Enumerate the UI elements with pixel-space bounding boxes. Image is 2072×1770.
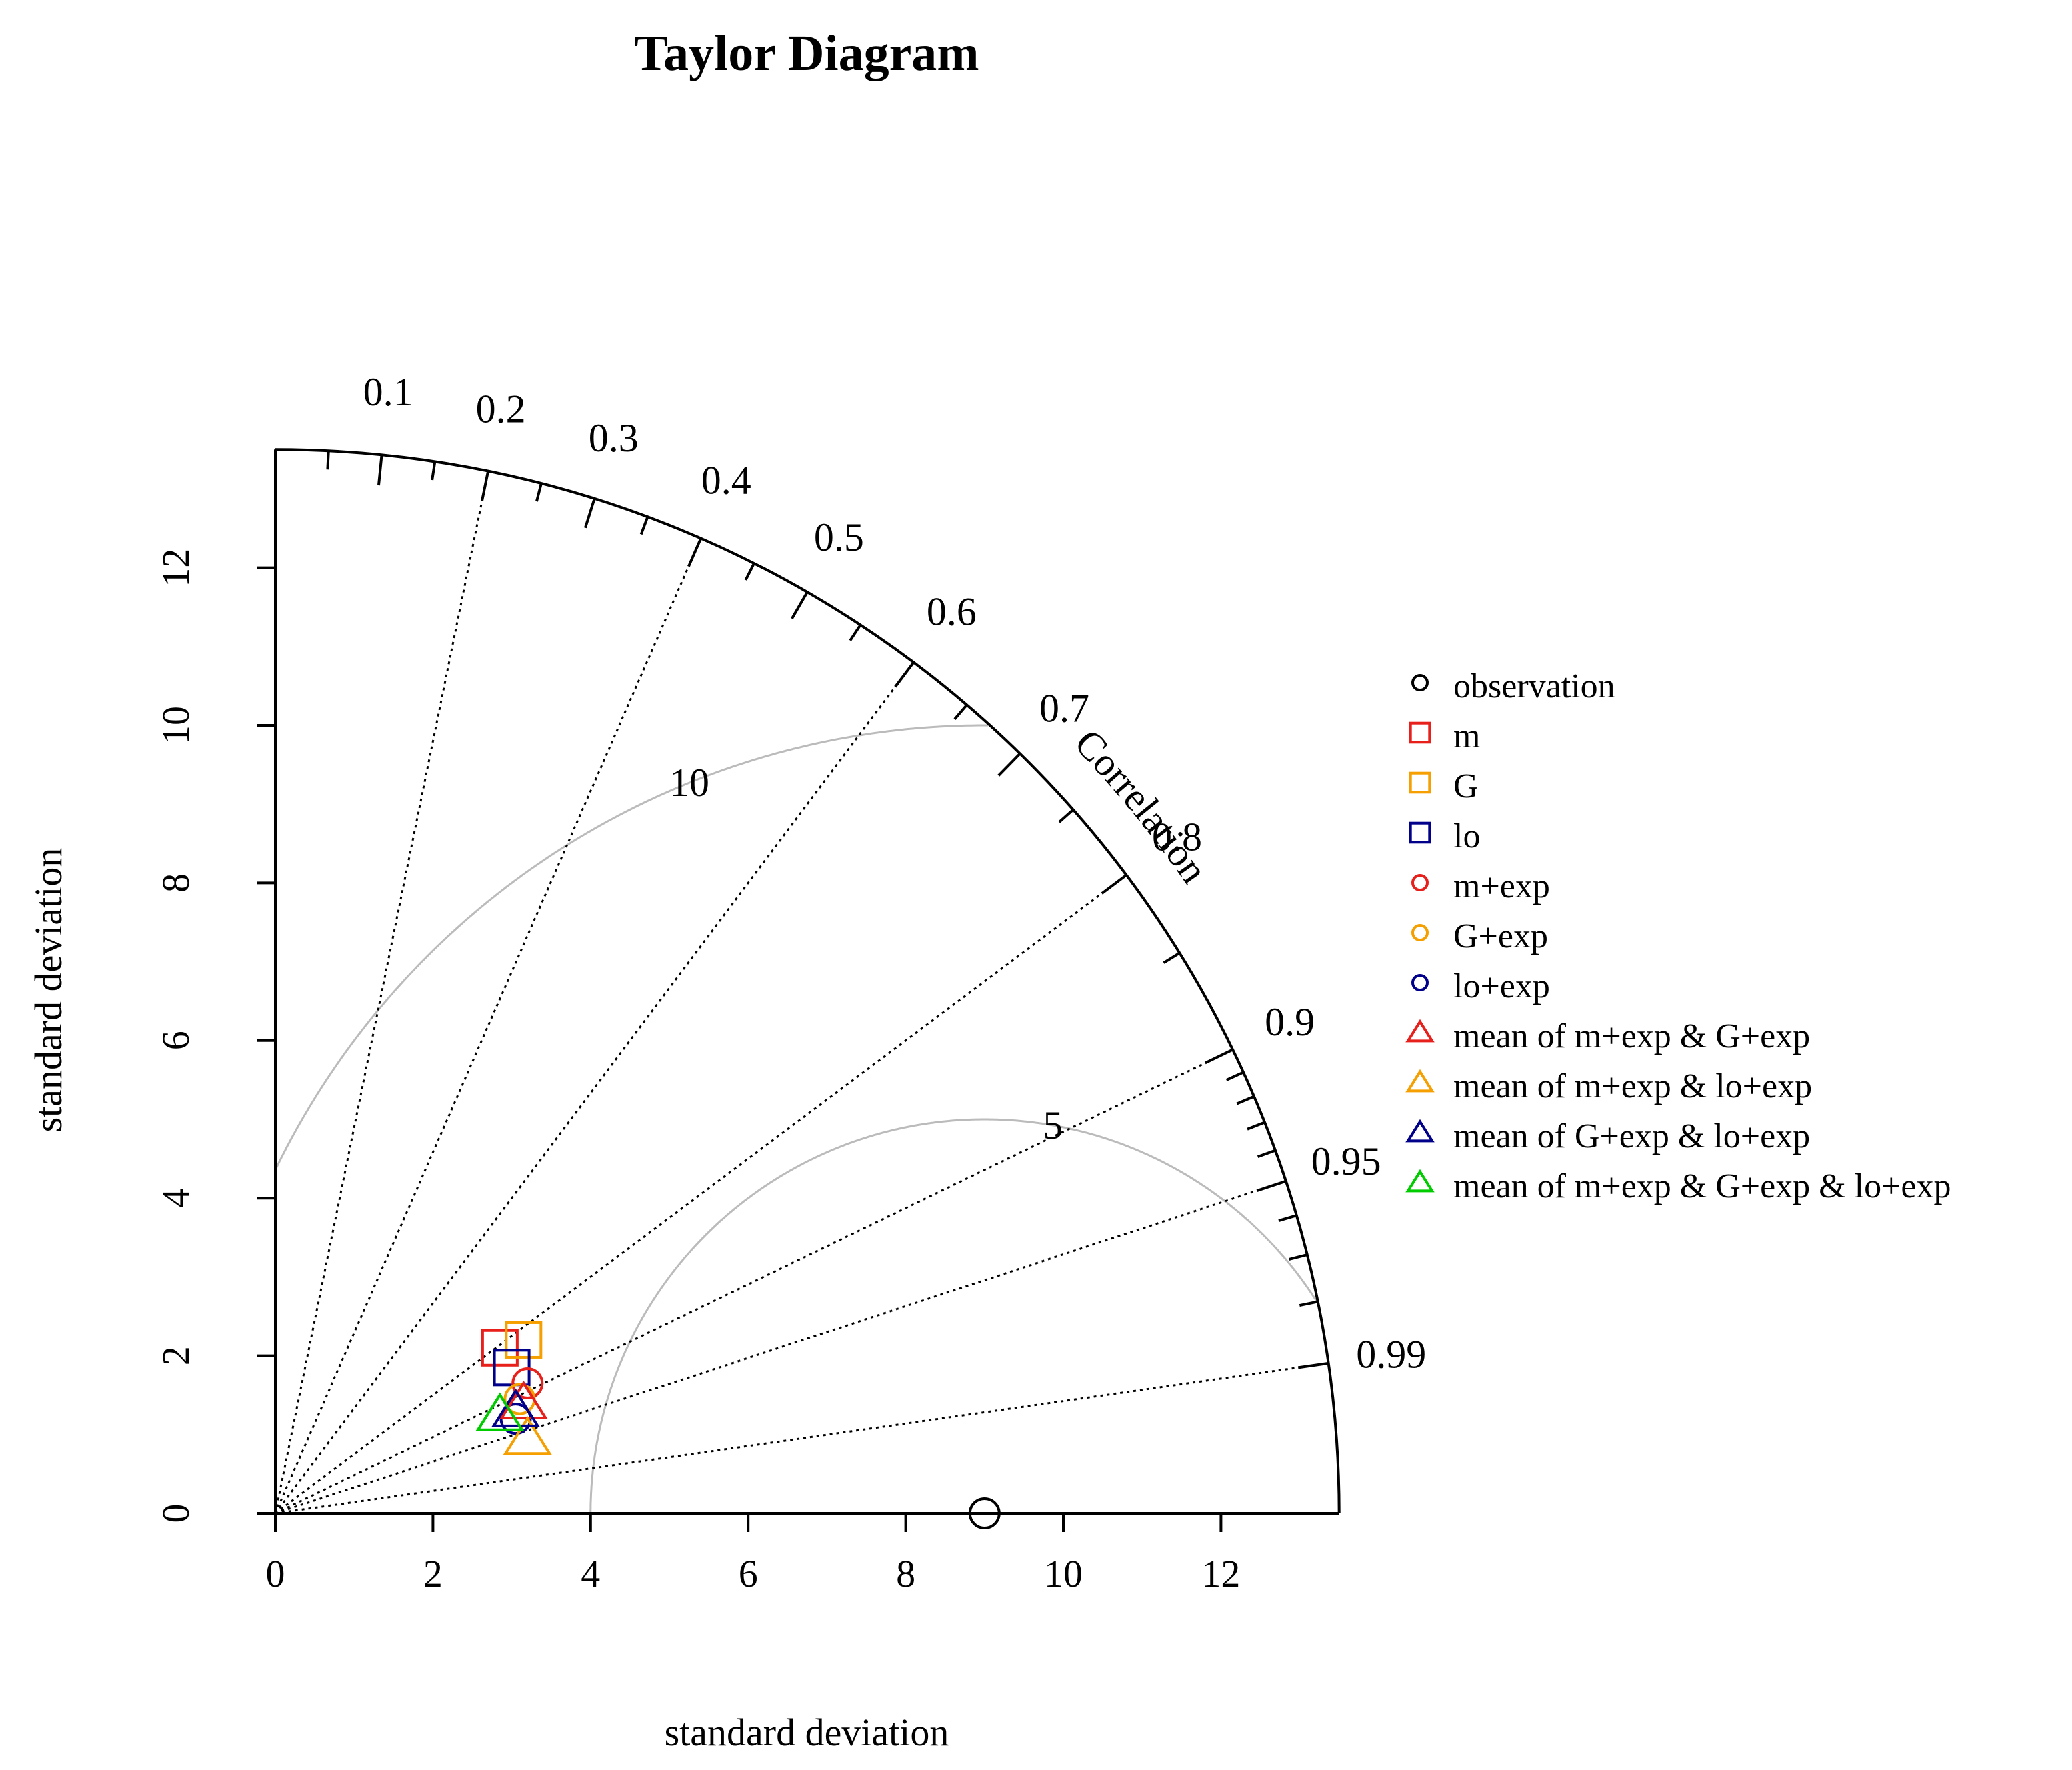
x-tick-label: 6	[739, 1552, 758, 1595]
correlation-tick-label: 0.5	[814, 515, 864, 559]
correlation-tick	[377, 455, 383, 486]
correlation-tick-label: 0.8	[1152, 815, 1202, 859]
legend-entry-label: lo+exp	[1453, 967, 1550, 1005]
data-point-G	[505, 1321, 543, 1359]
y-tick-label: 10	[154, 706, 197, 745]
correlation-tick	[1289, 1253, 1308, 1261]
correlation-tick-label: 0.4	[701, 458, 751, 502]
correlation-tick	[1058, 809, 1075, 823]
correlation-tick-label: 0.95	[1311, 1139, 1381, 1183]
correlation-tick	[1247, 1121, 1265, 1131]
correlation-tick-label: 0.99	[1356, 1332, 1426, 1376]
correlation-tick-label: 0.3	[589, 416, 639, 460]
correlation-tick	[1297, 1361, 1329, 1369]
observation-point	[968, 1497, 1001, 1529]
legend-entry-label: mean of G+exp & lo+exp	[1453, 1117, 1810, 1155]
legend-entry-label: G+exp	[1453, 917, 1548, 955]
legend-marker	[1405, 1169, 1435, 1193]
legend-marker	[1405, 1119, 1435, 1143]
data-point-layer	[475, 1321, 1001, 1529]
rms-contour-layer: 5 10	[275, 724, 1319, 1513]
y-tick-label: 8	[154, 873, 197, 893]
x-tick-label: 2	[423, 1552, 443, 1595]
x-tick-label: 4	[581, 1552, 600, 1595]
data-point-mean-of-m-exp-G-exp	[499, 1380, 548, 1420]
x-axis-label: standard deviation	[665, 1711, 949, 1754]
legend-entry-label: mean of m+exp & G+exp	[1453, 1017, 1810, 1055]
correlation-tick	[639, 516, 649, 535]
correlation-tick	[1257, 1149, 1276, 1159]
sd-outer-arc	[275, 448, 1341, 1514]
legend-entry-label: m	[1453, 717, 1480, 755]
correlation-tick-label: 0.6	[927, 589, 977, 633]
correlation-tick	[687, 537, 703, 567]
correlation-tick	[1101, 873, 1127, 895]
correlation-tick-label: 0.7	[1039, 687, 1089, 731]
correlation-tick	[584, 498, 596, 529]
y-tick-label: 2	[154, 1346, 197, 1365]
correlation-tick-label: 0.1	[363, 370, 413, 414]
correlation-tick	[535, 483, 543, 502]
x-tick-label: 12	[1201, 1552, 1240, 1595]
y-tick-label: 0	[154, 1504, 197, 1523]
legend-entry-label: G	[1453, 767, 1479, 805]
correlation-tick	[744, 563, 755, 581]
axes-frame-layer	[274, 448, 1341, 1515]
legend-marker	[1405, 1069, 1435, 1093]
correlation-tick	[1299, 1300, 1319, 1307]
correlation-tick	[431, 461, 437, 481]
legend-entry-label: observation	[1453, 667, 1615, 705]
rms-contour-5	[589, 1118, 1319, 1513]
correlation-tick	[791, 591, 809, 619]
x-tick-label: 10	[1044, 1552, 1083, 1595]
correlation-tick	[997, 753, 1021, 777]
x-tick-label: 0	[266, 1552, 285, 1595]
rms-contour-label: 5	[1043, 1103, 1063, 1147]
data-point-m	[481, 1329, 519, 1367]
chart-title: Taylor Diagram	[634, 25, 979, 81]
data-point-mean-of-m-exp-lo-exp	[503, 1415, 552, 1455]
correlation-tick	[1256, 1179, 1287, 1193]
legend-marker	[1411, 674, 1429, 691]
legend-marker	[1405, 1019, 1435, 1043]
legend-entry-label: m+exp	[1453, 867, 1550, 905]
rms-contour-10	[275, 724, 988, 1169]
correlation-tick	[480, 471, 490, 502]
correlation-tick-label: 0.2	[476, 387, 526, 431]
y-tick-label: 4	[154, 1189, 197, 1208]
x-tick-label: 8	[896, 1552, 915, 1595]
correlation-tick	[1236, 1095, 1255, 1105]
data-point-m-exp	[511, 1367, 544, 1399]
y-tick-label: 6	[154, 1031, 197, 1050]
correlation-tick	[1163, 951, 1181, 964]
correlation-tick	[1278, 1214, 1297, 1222]
legend-marker	[1409, 821, 1431, 844]
correlation-tick	[1204, 1048, 1234, 1065]
legend-marker	[1411, 974, 1429, 991]
legend-marker	[1411, 924, 1429, 941]
y-axis-label: standard deviation	[27, 848, 70, 1133]
correlation-tick	[953, 704, 968, 720]
legend-entry-label: mean of m+exp & G+exp & lo+exp	[1453, 1167, 1951, 1205]
correlation-tick	[1225, 1071, 1244, 1081]
data-point-mean-of-m-exp-G-exp-lo-exp	[475, 1392, 525, 1431]
data-point-mean-of-G-exp-lo-exp	[491, 1388, 541, 1427]
correlation-tick-label: 0.9	[1265, 1000, 1315, 1044]
y-tick-label: 12	[154, 549, 197, 587]
legend-entry-label: mean of m+exp & lo+exp	[1453, 1067, 1812, 1105]
legend-marker	[1411, 874, 1429, 891]
correlation-tick	[849, 624, 862, 641]
legend-marker	[1409, 721, 1431, 744]
rms-contour-label: 10	[669, 761, 709, 805]
correlation-tick	[326, 451, 330, 470]
legend-marker	[1409, 771, 1431, 794]
legend-entry-label: lo	[1453, 817, 1480, 855]
correlation-tick	[894, 661, 915, 688]
